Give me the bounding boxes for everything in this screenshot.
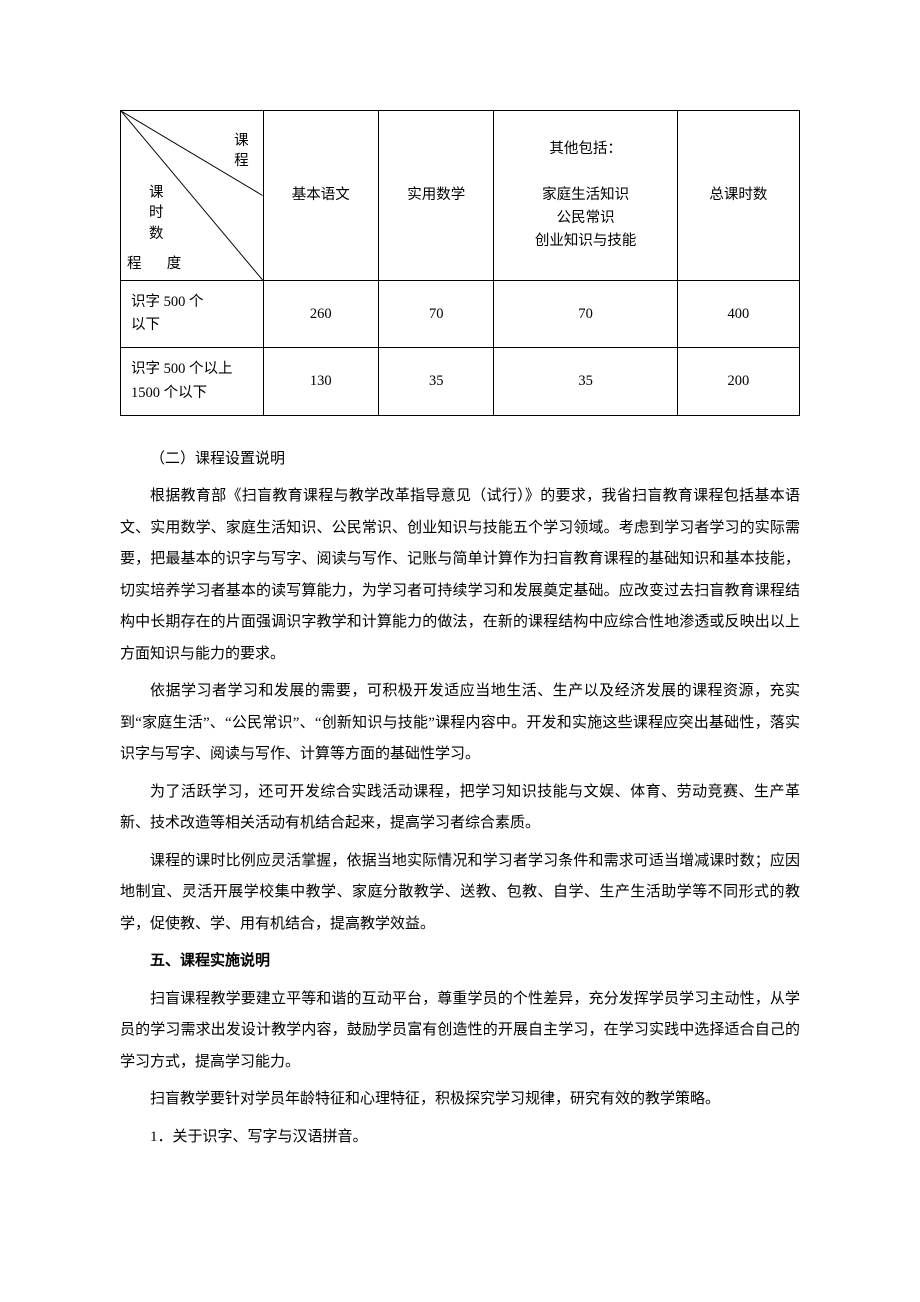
- col-header-practical-math: 实用数学: [379, 111, 494, 281]
- paragraph: 课程的课时比例应灵活掌握，依据当地实际情况和学习者学习条件和需求可适当增减课时数…: [120, 846, 800, 941]
- col-header-total-hours: 总课时数: [677, 111, 799, 281]
- course-hours-table: 课 程 课 时 数 程 度 基本语文 实用数学 其他包括： 家庭生活知识 公民常…: [120, 110, 800, 416]
- cell-value: 400: [677, 281, 799, 348]
- subsection-heading: （二）课程设置说明: [120, 444, 800, 476]
- diag-bottom-label: 程 度: [127, 254, 187, 274]
- cell-value: 260: [263, 281, 378, 348]
- body-text: （二）课程设置说明 根据教育部《扫盲教育课程与教学改革指导意见（试行）》的要求，…: [120, 444, 800, 1154]
- diagonal-header-cell: 课 程 课 时 数 程 度: [121, 111, 264, 281]
- cell-value: 130: [263, 348, 378, 415]
- col-header-basic-chinese: 基本语文: [263, 111, 378, 281]
- cell-value: 35: [494, 348, 677, 415]
- col-header-other: 其他包括： 家庭生活知识 公民常识 创业知识与技能: [494, 111, 677, 281]
- table-row: 识字 500 个以上 1500 个以下 130 35 35 200: [121, 348, 800, 415]
- paragraph: 为了活跃学习，还可开发综合实践活动课程，把学习知识技能与文娱、体育、劳动竞赛、生…: [120, 777, 800, 840]
- row-label: 识字 500 个 以下: [121, 281, 264, 348]
- paragraph: 依据学习者学习和发展的需要，可积极开发适应当地生活、生产以及经济发展的课程资源，…: [120, 676, 800, 771]
- cell-value: 70: [494, 281, 677, 348]
- numbered-item: 1．关于识字、写字与汉语拼音。: [120, 1122, 800, 1154]
- table-header-row: 课 程 课 时 数 程 度 基本语文 实用数学 其他包括： 家庭生活知识 公民常…: [121, 111, 800, 281]
- cell-value: 35: [379, 348, 494, 415]
- cell-value: 70: [379, 281, 494, 348]
- paragraph: 根据教育部《扫盲教育课程与教学改革指导意见（试行）》的要求，我省扫盲教育课程包括…: [120, 481, 800, 670]
- diag-mid-label: 课 时 数: [149, 183, 164, 244]
- paragraph: 扫盲教学要针对学员年龄特征和心理特征，积极探究学习规律，研究有效的教学策略。: [120, 1084, 800, 1116]
- document-page: 课 程 课 时 数 程 度 基本语文 实用数学 其他包括： 家庭生活知识 公民常…: [0, 0, 920, 1239]
- row-label: 识字 500 个以上 1500 个以下: [121, 348, 264, 415]
- paragraph: 扫盲课程教学要建立平等和谐的互动平台，尊重学员的个性差异，充分发挥学员学习主动性…: [120, 984, 800, 1079]
- diag-top-label: 课 程: [234, 131, 249, 172]
- table-row: 识字 500 个 以下 260 70 70 400: [121, 281, 800, 348]
- section-heading: 五、课程实施说明: [120, 946, 800, 978]
- cell-value: 200: [677, 348, 799, 415]
